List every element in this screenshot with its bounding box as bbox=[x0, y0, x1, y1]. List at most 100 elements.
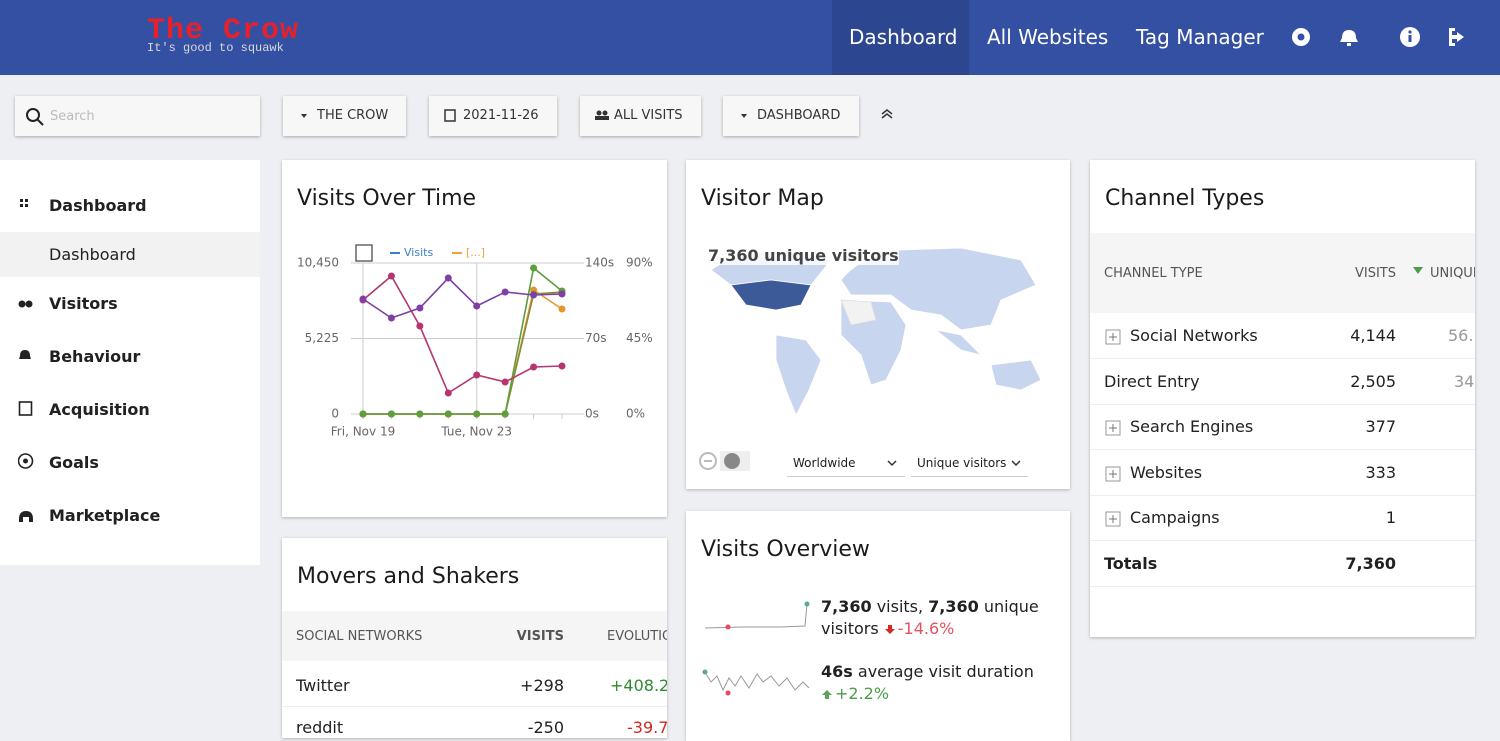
expand-box bbox=[1105, 466, 1121, 481]
region-label: Worldwide bbox=[793, 456, 856, 470]
metric-text: visits, bbox=[871, 597, 929, 616]
row-divider bbox=[1090, 358, 1475, 359]
expand-plus bbox=[1109, 424, 1117, 432]
table-header bbox=[1090, 233, 1475, 313]
data-point bbox=[501, 288, 509, 296]
table-cell: 56. bbox=[1448, 326, 1474, 345]
table-cell: Search Engines bbox=[1130, 417, 1254, 436]
data-point bbox=[387, 272, 395, 280]
totals-value: 7,360 bbox=[1345, 553, 1396, 573]
x-tick-label: Tue, Nov 23 bbox=[440, 425, 512, 439]
metric-label: Unique visitors bbox=[917, 456, 1007, 470]
table-cell: reddit bbox=[296, 718, 344, 737]
column-header: CHANNEL TYPE bbox=[1104, 266, 1203, 281]
widget-title: Visitor Map bbox=[701, 186, 824, 211]
table-cell: +298 bbox=[520, 676, 564, 695]
y3-tick-label: 45% bbox=[626, 331, 653, 345]
table-cell: -39.7% bbox=[627, 718, 667, 737]
line-chart: 0 5,225 10,450 0s 70s 140s 0% 45% 90% Fri, Nov 19… bbox=[297, 244, 653, 439]
table-cell: +408.2% bbox=[610, 676, 667, 695]
y3-tick-label: 90% bbox=[626, 256, 653, 270]
table-cell: 34 bbox=[1454, 371, 1475, 391]
table-cell: 4,144 bbox=[1350, 326, 1396, 345]
column-header[interactable]: EVOLUTION bbox=[607, 629, 667, 644]
menu-item[interactable]: Behaviour bbox=[49, 347, 141, 366]
sort-arrow bbox=[1413, 267, 1423, 274]
menu-item[interactable]: Visitors bbox=[49, 294, 118, 313]
expand-icon[interactable] bbox=[1105, 466, 1121, 482]
expand-box bbox=[1105, 329, 1121, 345]
totals-label: Totals bbox=[1104, 553, 1158, 573]
y-tick-label: 10,450 bbox=[297, 256, 339, 270]
column-header[interactable]: VISITS bbox=[516, 629, 564, 644]
region-select[interactable]: Worldwide bbox=[787, 450, 905, 477]
tagline: It's good to squawk bbox=[147, 41, 284, 55]
row-divider bbox=[1090, 403, 1475, 405]
world-map[interactable] bbox=[701, 240, 1056, 420]
date-label: 2021-11-26 bbox=[463, 108, 539, 123]
header: The Crow It's good to squawk Dashboard A… bbox=[0, 0, 1500, 75]
logo[interactable]: The Crow bbox=[147, 14, 300, 48]
data-point bbox=[501, 410, 509, 418]
metric-value: 46s bbox=[821, 662, 853, 681]
expand-icon[interactable] bbox=[1105, 329, 1121, 345]
nav-link[interactable]: Dashboard bbox=[849, 25, 958, 49]
table-cell: 1 bbox=[1385, 508, 1396, 527]
search-icon bbox=[26, 108, 44, 126]
menu-icons bbox=[18, 199, 34, 522]
data-point bbox=[359, 410, 367, 418]
widget-title: Channel Types bbox=[1105, 186, 1265, 211]
table-header bbox=[282, 611, 667, 661]
data-point bbox=[444, 389, 452, 397]
expand-icon[interactable] bbox=[1105, 420, 1121, 436]
table-cell: 333 bbox=[1365, 462, 1396, 482]
menu-item[interactable]: Marketplace bbox=[49, 506, 161, 525]
menu-item[interactable]: Dashboard bbox=[49, 196, 147, 215]
widget: Visits Overview 7,360 visits, 7,360 uniq… bbox=[686, 511, 1070, 741]
widget-title: Movers and Shakers bbox=[297, 564, 520, 589]
date-selector[interactable]: 2021-11-26 bbox=[429, 96, 557, 136]
table-cell: Direct Entry bbox=[1104, 371, 1200, 391]
x-tick-label: Fri, Nov 19 bbox=[331, 425, 395, 439]
series-line bbox=[363, 288, 563, 415]
metric-value: 7,360 bbox=[821, 597, 872, 616]
widget: Channel Types CHANNEL TYPE VISITS UNIQUE… bbox=[1090, 160, 1475, 637]
legend-label: Visits bbox=[404, 246, 433, 259]
column-header[interactable]: VISITS bbox=[1354, 266, 1396, 281]
data-point bbox=[444, 410, 452, 418]
header-icons bbox=[1292, 27, 1464, 47]
data-point bbox=[473, 302, 481, 310]
menu-subitem[interactable]: Dashboard bbox=[49, 245, 136, 264]
table-cell: 2,505 bbox=[1350, 371, 1396, 391]
expand-box bbox=[1105, 420, 1121, 436]
widget: Visits Over Time 0 5,225 10,450 0s 70s 140s 0%… bbox=[282, 160, 667, 517]
expand-plus bbox=[1109, 469, 1117, 478]
widget: Movers and Shakers SOCIAL NETWORKS VISIT… bbox=[282, 538, 667, 738]
notification-icon[interactable] bbox=[1340, 30, 1358, 46]
y-tick-label: 5,225 bbox=[305, 331, 339, 345]
expand-box bbox=[1105, 511, 1121, 527]
data-point bbox=[416, 322, 424, 330]
data-point bbox=[387, 314, 395, 322]
search-box[interactable]: Search bbox=[15, 96, 260, 136]
map-controls[interactable] bbox=[698, 451, 752, 473]
logout-icon[interactable] bbox=[1449, 28, 1464, 46]
menu-item[interactable]: Goals bbox=[49, 453, 99, 472]
nav-link[interactable]: All Websites bbox=[987, 25, 1109, 49]
dashboard-selector[interactable]: DASHBOARD bbox=[723, 96, 859, 136]
data-point bbox=[416, 410, 424, 418]
column-header[interactable]: UNIQUE VISITORS bbox=[1430, 266, 1475, 281]
menu-item[interactable]: Acquisition bbox=[49, 400, 150, 419]
change: +2.2% bbox=[835, 684, 890, 703]
sparklines bbox=[702, 601, 810, 696]
row-divider bbox=[1090, 585, 1475, 587]
nav-link[interactable]: Tag Manager bbox=[1136, 25, 1264, 49]
y2-tick-label: 140s bbox=[585, 256, 614, 270]
data-point bbox=[444, 274, 452, 282]
data-point bbox=[530, 363, 538, 371]
y-tick-label: 0 bbox=[331, 407, 339, 421]
metric-select[interactable]: Unique visitors bbox=[911, 450, 1028, 477]
expand-icon[interactable] bbox=[1105, 511, 1121, 527]
collapse-icon[interactable] bbox=[881, 109, 893, 119]
